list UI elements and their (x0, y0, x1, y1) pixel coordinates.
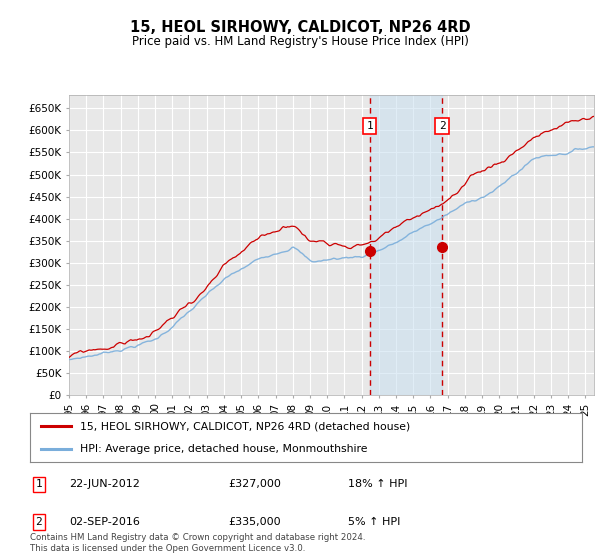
Text: 15, HEOL SIRHOWY, CALDICOT, NP26 4RD (detached house): 15, HEOL SIRHOWY, CALDICOT, NP26 4RD (de… (80, 421, 410, 431)
Text: 18% ↑ HPI: 18% ↑ HPI (348, 479, 407, 489)
Text: £335,000: £335,000 (228, 517, 281, 527)
Bar (370, 95, 442, 395)
Text: HPI: Average price, detached house, Monmouthshire: HPI: Average price, detached house, Monm… (80, 444, 367, 454)
Text: 1: 1 (35, 479, 43, 489)
Text: 15, HEOL SIRHOWY, CALDICOT, NP26 4RD: 15, HEOL SIRHOWY, CALDICOT, NP26 4RD (130, 20, 470, 35)
Text: Contains HM Land Registry data © Crown copyright and database right 2024.
This d: Contains HM Land Registry data © Crown c… (30, 533, 365, 553)
Text: 2: 2 (439, 121, 445, 131)
Text: 1: 1 (367, 121, 373, 131)
Text: 2: 2 (35, 517, 43, 527)
Text: 02-SEP-2016: 02-SEP-2016 (69, 517, 140, 527)
Text: £327,000: £327,000 (228, 479, 281, 489)
Text: 22-JUN-2012: 22-JUN-2012 (69, 479, 140, 489)
Text: Price paid vs. HM Land Registry's House Price Index (HPI): Price paid vs. HM Land Registry's House … (131, 35, 469, 48)
Text: 5% ↑ HPI: 5% ↑ HPI (348, 517, 400, 527)
